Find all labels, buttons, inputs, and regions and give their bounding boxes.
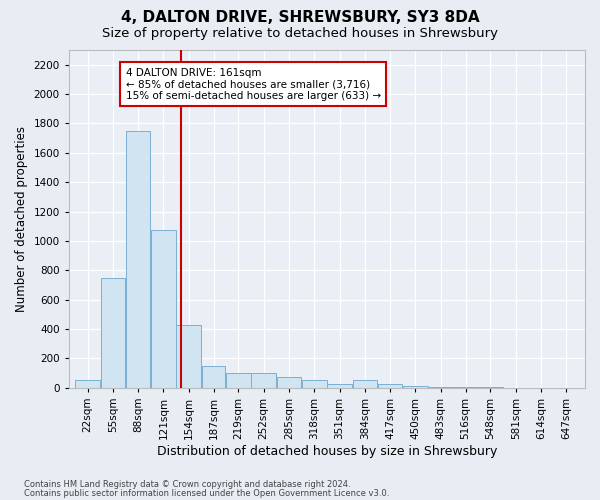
Bar	[327, 384, 352, 388]
Text: Contains public sector information licensed under the Open Government Licence v3: Contains public sector information licen…	[24, 489, 389, 498]
Bar	[428, 387, 453, 388]
Bar	[302, 380, 326, 388]
Bar	[378, 384, 403, 388]
Text: 4 DALTON DRIVE: 161sqm
← 85% of detached houses are smaller (3,716)
15% of semi-: 4 DALTON DRIVE: 161sqm ← 85% of detached…	[125, 68, 380, 101]
Y-axis label: Number of detached properties: Number of detached properties	[15, 126, 28, 312]
Text: 4, DALTON DRIVE, SHREWSBURY, SY3 8DA: 4, DALTON DRIVE, SHREWSBURY, SY3 8DA	[121, 10, 479, 25]
Bar	[251, 373, 276, 388]
Bar	[151, 230, 176, 388]
Bar	[101, 278, 125, 388]
Bar	[353, 380, 377, 388]
Bar	[202, 366, 226, 388]
X-axis label: Distribution of detached houses by size in Shrewsbury: Distribution of detached houses by size …	[157, 444, 497, 458]
Bar	[126, 131, 151, 388]
Text: Size of property relative to detached houses in Shrewsbury: Size of property relative to detached ho…	[102, 28, 498, 40]
Bar	[226, 373, 251, 388]
Bar	[403, 386, 428, 388]
Text: Contains HM Land Registry data © Crown copyright and database right 2024.: Contains HM Land Registry data © Crown c…	[24, 480, 350, 489]
Bar	[76, 380, 100, 388]
Bar	[277, 377, 301, 388]
Bar	[176, 326, 201, 388]
